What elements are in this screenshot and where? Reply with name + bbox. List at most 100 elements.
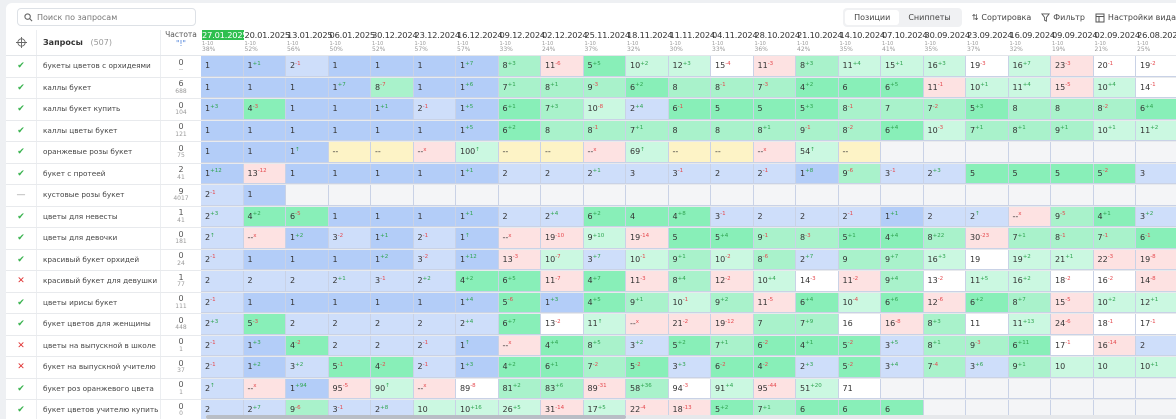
position-cell[interactable]: 1 [413, 120, 456, 141]
position-cell[interactable]: 2 +8 [371, 400, 414, 419]
position-cell[interactable]: 8 -1 [583, 120, 626, 141]
position-cell[interactable]: 13 -2 [541, 314, 584, 335]
position-cell[interactable]: 1 [328, 99, 371, 120]
position-cell[interactable]: 1 [328, 249, 371, 270]
position-cell[interactable] [1051, 185, 1094, 206]
position-cell[interactable]: 16 [838, 314, 881, 335]
position-cell[interactable]: 26 +5 [498, 400, 541, 419]
position-cell[interactable]: 1 +1 [371, 99, 414, 120]
position-cell[interactable]: 1 [328, 206, 371, 227]
position-cell[interactable]: 16 -14 [1093, 335, 1136, 356]
date-column-header[interactable]: 30.09.2024 1-10 35% [924, 30, 971, 55]
position-cell[interactable]: 19 [966, 249, 1009, 270]
position-cell[interactable]: 3 +2 [286, 357, 329, 378]
position-cell[interactable]: 81 +2 [498, 378, 541, 399]
position-cell[interactable]: 1 [328, 292, 371, 313]
position-cell[interactable]: 1 +1 [881, 206, 924, 227]
position-cell[interactable]: 4 +5 [583, 292, 626, 313]
position-cell[interactable]: 11 +4 [838, 56, 881, 77]
position-cell[interactable]: 2 [498, 206, 541, 227]
position-cell[interactable]: 2 [371, 335, 414, 356]
position-cell[interactable]: 6 +7 [498, 314, 541, 335]
position-cell[interactable]: 10 +2 [1093, 292, 1136, 313]
position-cell[interactable]: 2 +1 [583, 163, 626, 184]
position-cell[interactable]: -- x [243, 228, 286, 249]
position-cell[interactable]: 17 -1 [1136, 314, 1176, 335]
position-cell[interactable]: 2 [243, 271, 286, 292]
position-cell[interactable]: 1 +1 [456, 163, 499, 184]
position-cell[interactable] [966, 378, 1009, 399]
position-cell[interactable]: 2 [711, 163, 754, 184]
position-cell[interactable]: 2 [328, 314, 371, 335]
position-cell[interactable]: 4 -2 [753, 357, 796, 378]
position-cell[interactable]: 5 +2 [668, 335, 711, 356]
position-cell[interactable]: 2 [286, 314, 329, 335]
position-cell[interactable]: 11 +13 [1008, 314, 1051, 335]
position-cell[interactable]: 9 -5 [1051, 206, 1094, 227]
position-cell[interactable]: 17 +5 [583, 400, 626, 419]
position-cell[interactable]: 4 -3 [243, 99, 286, 120]
position-cell[interactable]: 90 ↑ [371, 378, 414, 399]
position-cell[interactable]: 8 -7 [371, 77, 414, 98]
position-cell[interactable]: 3 -1 [881, 163, 924, 184]
position-cell[interactable]: 1 [201, 77, 244, 98]
position-cell[interactable]: 7 -4 [923, 357, 966, 378]
check-icon[interactable]: ✔ [6, 77, 37, 98]
position-cell[interactable]: 3 +5 [881, 335, 924, 356]
position-cell[interactable]: 2 ↑ [201, 378, 244, 399]
position-cell[interactable]: 1 [201, 120, 244, 141]
date-column-header[interactable]: 09.12.2024 1-10 33% [499, 30, 546, 55]
date-column-header[interactable]: 25.11.2024 1-10 37% [584, 30, 631, 55]
position-cell[interactable] [328, 185, 371, 206]
position-cell[interactable] [966, 400, 1009, 419]
position-cell[interactable]: 5 -6 [498, 292, 541, 313]
position-cell[interactable]: 1 +7 [328, 77, 371, 98]
position-cell[interactable]: 8 [668, 77, 711, 98]
position-cell[interactable] [626, 185, 669, 206]
position-cell[interactable] [498, 185, 541, 206]
position-cell[interactable]: 6 +6 [881, 292, 924, 313]
position-cell[interactable]: 10 +1 [1093, 120, 1136, 141]
position-cell[interactable]: 9 -1 [796, 120, 839, 141]
position-cell[interactable]: 7 -3 [753, 77, 796, 98]
position-cell[interactable]: 11 +2 [1136, 120, 1176, 141]
position-cell[interactable]: 4 +2 [456, 271, 499, 292]
position-cell[interactable]: 1 [286, 77, 329, 98]
position-cell[interactable]: 1 [413, 292, 456, 313]
date-column-header[interactable]: 23.09.2024 1-10 37% [966, 30, 1013, 55]
position-cell[interactable]: 6 +4 [881, 120, 924, 141]
date-column-header[interactable]: 11.11.2024 1-10 30% [669, 30, 716, 55]
position-cell[interactable]: 9 +2 [711, 292, 754, 313]
position-cell[interactable]: 14 -3 [796, 271, 839, 292]
position-cell[interactable]: 19 -12 [711, 314, 754, 335]
position-cell[interactable] [1051, 142, 1094, 163]
position-cell[interactable]: 6 [796, 400, 839, 419]
position-cell[interactable] [1008, 185, 1051, 206]
position-cell[interactable]: 8 +3 [923, 314, 966, 335]
position-cell[interactable]: -- [668, 142, 711, 163]
position-cell[interactable]: 6 -1 [1136, 228, 1176, 249]
position-cell[interactable]: 9 -1 [753, 228, 796, 249]
position-cell[interactable]: 8 +1 [541, 77, 584, 98]
position-cell[interactable]: 3 [1136, 163, 1176, 184]
position-cell[interactable]: 1 +5 [456, 99, 499, 120]
position-cell[interactable]: 4 +8 [668, 206, 711, 227]
cross-icon[interactable]: ✕ [6, 357, 37, 378]
position-cell[interactable]: 58 +36 [626, 378, 669, 399]
position-cell[interactable]: -- [541, 142, 584, 163]
position-cell[interactable]: 11 -5 [753, 292, 796, 313]
position-cell[interactable]: 2 [201, 271, 244, 292]
position-cell[interactable]: 1 +2 [371, 249, 414, 270]
position-cell[interactable] [456, 185, 499, 206]
position-cell[interactable] [371, 185, 414, 206]
position-cell[interactable]: 2 +4 [541, 206, 584, 227]
position-cell[interactable]: 1 [328, 120, 371, 141]
position-cell[interactable]: 95 -5 [328, 378, 371, 399]
date-column-header[interactable]: 02.09.2024 1-10 21% [1094, 30, 1141, 55]
position-cell[interactable]: 4 -2 [286, 335, 329, 356]
position-cell[interactable]: -- x [243, 378, 286, 399]
position-cell[interactable]: -- [498, 142, 541, 163]
position-cell[interactable]: 2 [201, 400, 244, 419]
position-cell[interactable]: 2 [753, 206, 796, 227]
date-column-header[interactable]: 04.11.2024 1-10 33% [711, 30, 758, 55]
